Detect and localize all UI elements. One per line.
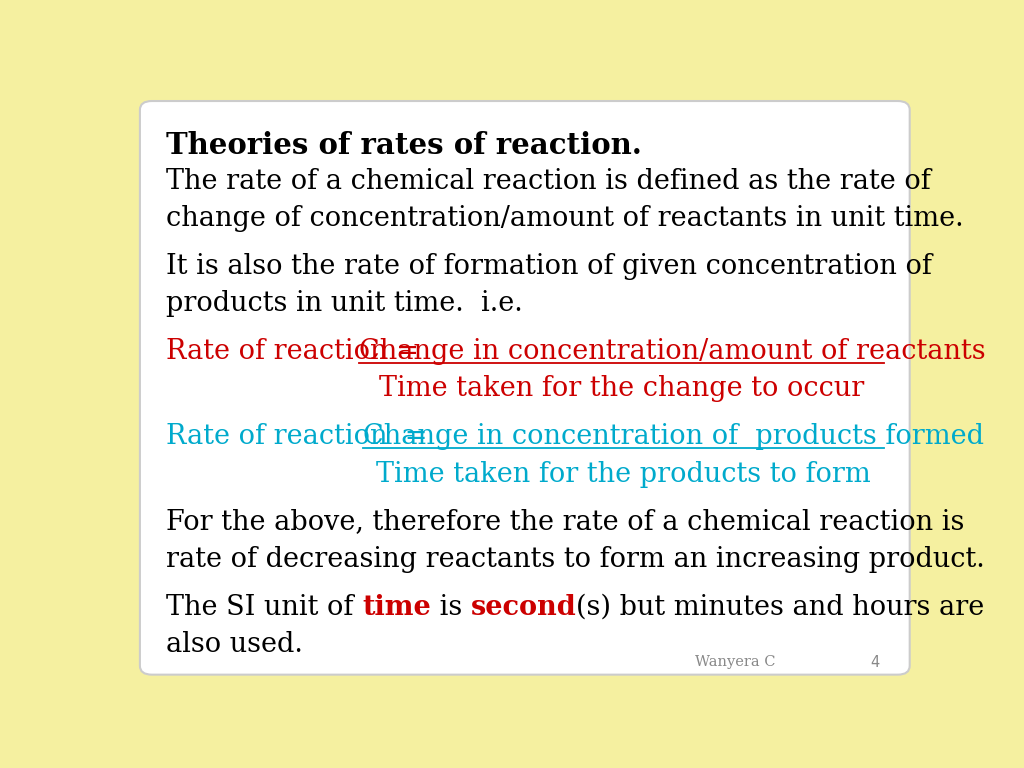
Text: Wanyera C: Wanyera C: [695, 655, 776, 669]
Text: Change in concentration/amount of reactants: Change in concentration/amount of reacta…: [359, 338, 985, 365]
Text: time: time: [362, 594, 431, 621]
Text: Time taken for the change to occur: Time taken for the change to occur: [379, 376, 864, 402]
FancyBboxPatch shape: [140, 101, 909, 674]
Text: Time taken for the products to form: Time taken for the products to form: [376, 461, 870, 488]
Text: is: is: [431, 594, 471, 621]
Text: 4: 4: [870, 655, 880, 670]
Text: The rate of a chemical reaction is defined as the rate of: The rate of a chemical reaction is defin…: [166, 168, 931, 195]
Text: Theories of rates of reaction.: Theories of rates of reaction.: [166, 131, 642, 160]
Text: Rate of reaction  =: Rate of reaction =: [166, 423, 436, 450]
Text: The SI unit of: The SI unit of: [166, 594, 362, 621]
Text: also used.: also used.: [166, 631, 303, 658]
Text: For the above, therefore the rate of a chemical reaction is: For the above, therefore the rate of a c…: [166, 508, 965, 535]
Text: (s) but minutes and hours are: (s) but minutes and hours are: [577, 594, 985, 621]
Text: It is also the rate of formation of given concentration of: It is also the rate of formation of give…: [166, 253, 932, 280]
Text: products in unit time.  i.e.: products in unit time. i.e.: [166, 290, 523, 317]
Text: rate of decreasing reactants to form an increasing product.: rate of decreasing reactants to form an …: [166, 546, 985, 573]
Text: second: second: [471, 594, 577, 621]
Text: change of concentration/amount of reactants in unit time.: change of concentration/amount of reacta…: [166, 205, 964, 232]
Text: Change in concentration of  products formed: Change in concentration of products form…: [362, 423, 984, 450]
Text: Rate of reaction =: Rate of reaction =: [166, 338, 428, 365]
